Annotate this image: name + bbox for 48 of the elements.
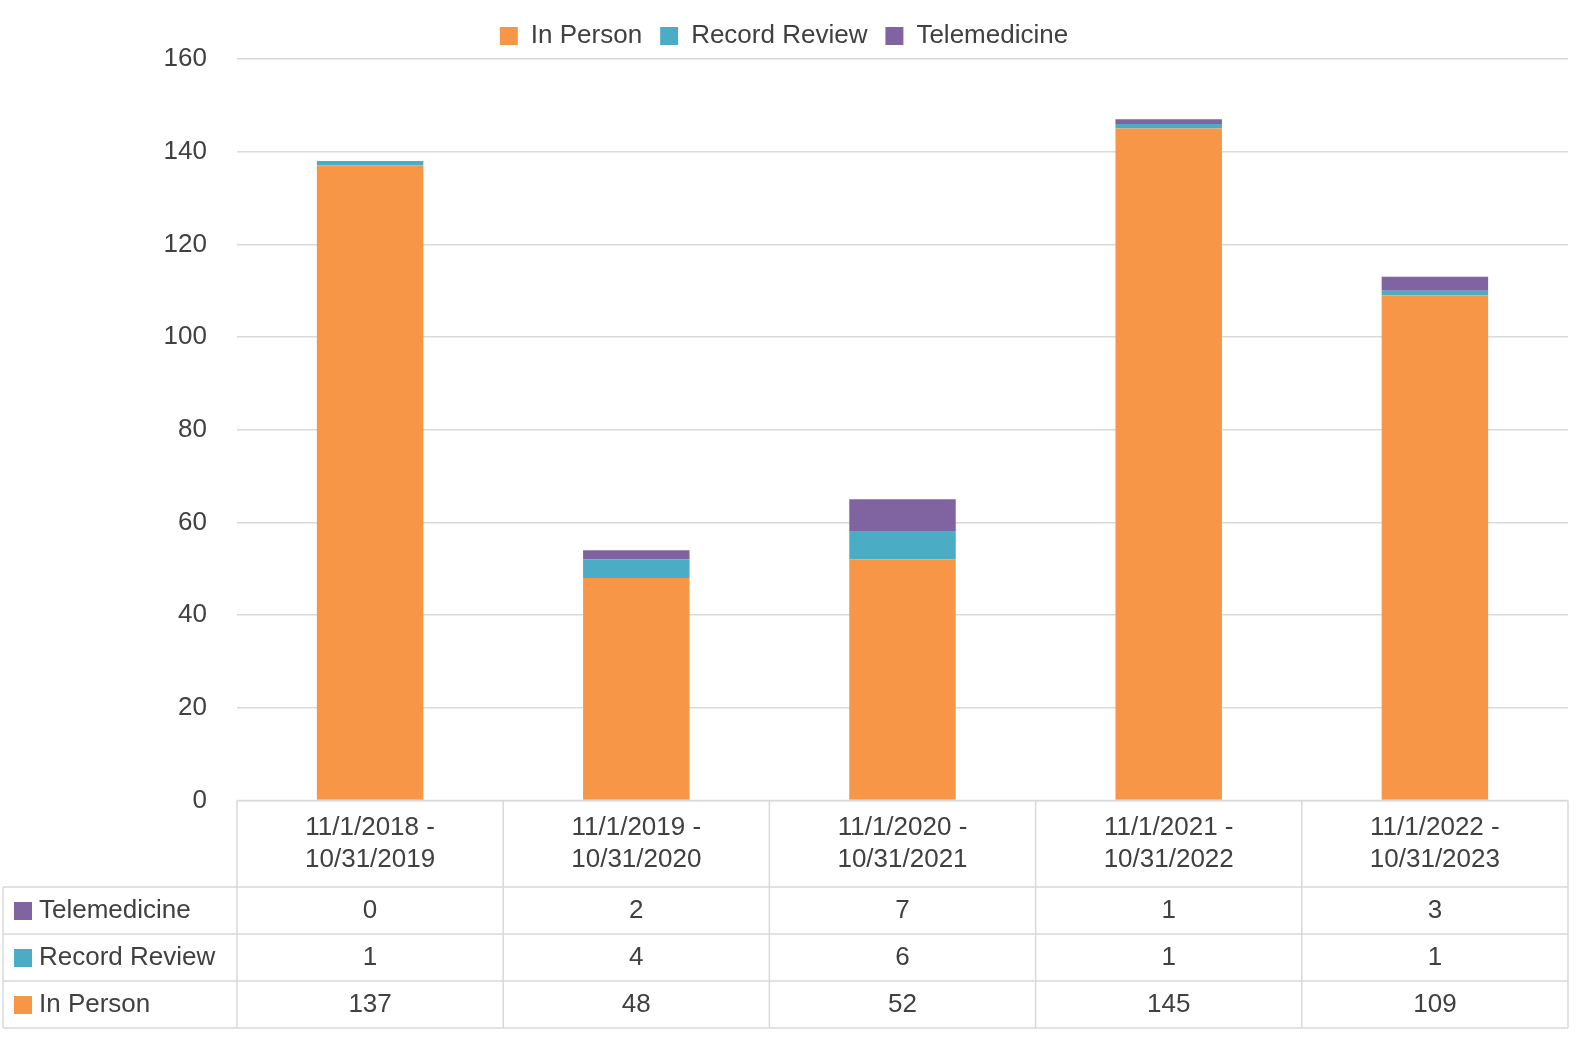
y-tick-label: 140 <box>163 134 207 165</box>
data-label: 0 <box>362 893 378 924</box>
text: Telemedicine <box>39 893 191 924</box>
y-tick-label: 160 <box>163 42 207 73</box>
data-label: 1 <box>1427 940 1443 971</box>
data-label: 48 <box>621 987 651 1018</box>
text: Record Review <box>39 940 216 971</box>
bar <box>583 559 690 579</box>
data-label: 1 <box>362 940 378 971</box>
y-tick-label: 0 <box>192 783 207 814</box>
bar <box>1381 295 1489 800</box>
y-tick-label: 100 <box>163 320 207 351</box>
data-label: 1 <box>1161 893 1176 924</box>
bar <box>1115 128 1222 800</box>
data-label: 7 <box>895 893 910 924</box>
data-label: 145 <box>1147 987 1191 1018</box>
bar <box>1115 119 1222 124</box>
x-tick-label: 11/1/2018 - 10/31/2019 <box>305 811 436 873</box>
bar <box>583 578 690 800</box>
data-label: 4 <box>629 940 644 971</box>
bar <box>849 531 956 560</box>
bar <box>316 160 424 166</box>
y-tick-label: 60 <box>178 505 207 536</box>
data-label: 109 <box>1413 987 1457 1018</box>
data-label: 3 <box>1427 893 1443 924</box>
data-label: 1 <box>1161 940 1176 971</box>
bar <box>849 499 956 532</box>
bar <box>849 559 956 800</box>
legend-label: In Person <box>530 19 643 50</box>
bar <box>316 165 424 800</box>
legend-label: Telemedicine <box>916 19 1069 50</box>
data-label: 52 <box>888 987 917 1018</box>
x-tick-label: 11/1/2020 - 10/31/2021 <box>837 811 968 873</box>
x-tick-label: 11/1/2019 - 10/31/2020 <box>571 811 702 873</box>
data-label: 137 <box>348 987 392 1018</box>
y-tick-label: 40 <box>178 598 207 629</box>
bar <box>583 550 690 560</box>
data-label: 6 <box>895 940 910 971</box>
y-tick-label: 20 <box>178 691 207 722</box>
y-tick-label: 120 <box>163 227 207 258</box>
data-label: 2 <box>629 893 644 924</box>
text: In Person <box>39 987 151 1018</box>
bar <box>1115 123 1222 129</box>
bar <box>1381 276 1489 291</box>
x-tick-label: 11/1/2021 - 10/31/2022 <box>1103 811 1234 873</box>
y-tick-label: 80 <box>178 412 207 443</box>
legend-label: Record Review <box>691 19 868 50</box>
x-tick-label: 11/1/2022 - 10/31/2023 <box>1369 811 1500 873</box>
